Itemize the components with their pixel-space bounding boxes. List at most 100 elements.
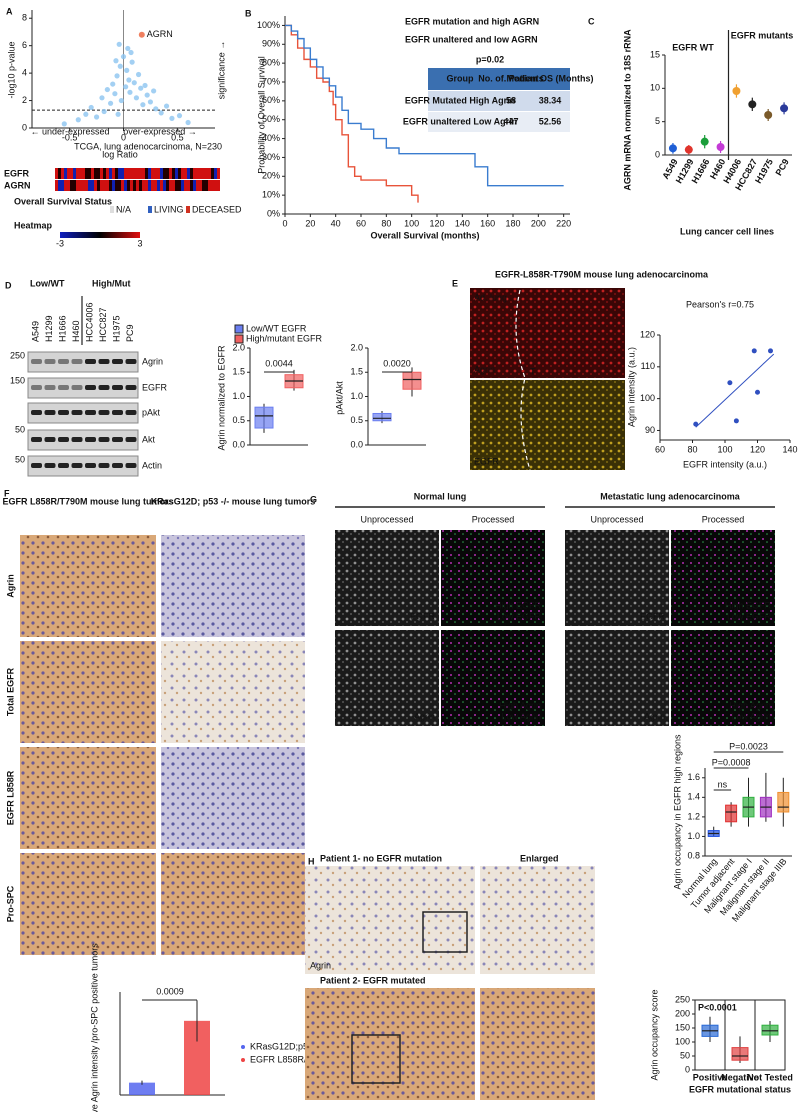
heatmap-image bbox=[184, 168, 187, 179]
y-tick-label: 8 bbox=[22, 13, 27, 23]
dot bbox=[780, 104, 789, 113]
heatmap-image bbox=[82, 168, 85, 179]
bar bbox=[129, 1082, 155, 1095]
heatmap-image bbox=[151, 168, 154, 179]
blot-band bbox=[71, 410, 83, 415]
point bbox=[755, 389, 760, 395]
blot-band bbox=[125, 463, 137, 468]
heatmap-image bbox=[61, 168, 64, 179]
plot-frame bbox=[694, 999, 786, 1071]
heatmap-image bbox=[217, 180, 220, 191]
y-tick-label: 1.0 bbox=[232, 391, 245, 401]
y-tick-label: 50 bbox=[680, 1050, 690, 1060]
blot-band bbox=[98, 437, 110, 442]
blot-band bbox=[44, 410, 56, 415]
heatmap-image bbox=[178, 180, 181, 191]
micrograph bbox=[335, 630, 439, 726]
point bbox=[158, 110, 164, 116]
micrograph bbox=[470, 380, 625, 470]
micrograph bbox=[565, 530, 669, 626]
point bbox=[176, 113, 183, 119]
image-label: EGFR bbox=[640, 611, 666, 621]
x-tick-label: 120 bbox=[750, 444, 765, 454]
label: TCGA, lung adenocarcinoma, N=230 bbox=[74, 141, 222, 151]
heatmap-image bbox=[142, 180, 145, 191]
heatmap-image bbox=[67, 168, 70, 179]
box bbox=[254, 406, 274, 429]
heatmap-image bbox=[139, 168, 142, 179]
heatmap-image bbox=[160, 168, 163, 179]
image-label: T bbox=[530, 366, 536, 376]
point bbox=[115, 111, 121, 117]
table-header: No. of. Patients bbox=[478, 73, 544, 83]
panel-letter: F bbox=[4, 488, 10, 498]
blot-band bbox=[71, 437, 83, 442]
blot-image bbox=[27, 351, 139, 373]
row-label: EGFR L858R bbox=[5, 770, 15, 825]
point bbox=[116, 41, 122, 47]
blot-band bbox=[112, 463, 123, 468]
panel-letter: B bbox=[245, 8, 252, 18]
table-cell: 58 bbox=[506, 95, 516, 105]
y-tick-label: 2 bbox=[22, 95, 27, 105]
micrograph bbox=[20, 535, 156, 637]
point bbox=[110, 81, 116, 87]
blot-band bbox=[125, 359, 137, 364]
x-tick-label: 60 bbox=[356, 218, 366, 228]
blot-band bbox=[44, 385, 56, 390]
dot bbox=[732, 87, 741, 95]
heatmap-image bbox=[97, 180, 100, 191]
y-tick-label: 110 bbox=[641, 361, 655, 371]
y-tick-label: 100% bbox=[257, 20, 280, 30]
blot-image bbox=[27, 429, 139, 451]
x-tick-label: 200 bbox=[531, 218, 546, 228]
label: Agrin normalized to EGFR bbox=[216, 345, 226, 451]
y-tick-label: 0.5 bbox=[232, 415, 245, 425]
blot-band bbox=[85, 437, 96, 442]
blot-band bbox=[125, 385, 137, 390]
label: Probability of Overall Survival bbox=[256, 56, 266, 174]
heatmap-image bbox=[166, 168, 169, 179]
heatmap-image bbox=[151, 180, 154, 191]
blot-image bbox=[27, 377, 139, 399]
lane-label: HCC4006 bbox=[84, 302, 94, 342]
image-label: High Agrin bbox=[499, 700, 541, 710]
point bbox=[107, 100, 114, 106]
heatmap-image bbox=[100, 168, 103, 179]
label: -log10 p-value bbox=[6, 41, 16, 98]
heatmap-image bbox=[76, 168, 79, 179]
y-tick-label: 10% bbox=[262, 190, 280, 200]
point bbox=[733, 418, 739, 424]
point bbox=[99, 95, 105, 101]
legend-label: Low/WT EGFR bbox=[246, 323, 307, 333]
blot-band bbox=[125, 437, 137, 442]
heatmap-image bbox=[121, 180, 124, 191]
table-header: Median OS (Months) bbox=[507, 73, 594, 83]
y-tick-label: 0.8 bbox=[687, 850, 700, 860]
point bbox=[93, 114, 100, 120]
heatmap-image bbox=[211, 180, 214, 191]
heatmap-image bbox=[82, 180, 85, 191]
heatmap-image bbox=[157, 180, 160, 191]
micrograph bbox=[20, 747, 156, 849]
heatmap-image bbox=[94, 180, 97, 191]
y-tick-label: 4 bbox=[22, 67, 27, 77]
heatmap-image bbox=[187, 168, 190, 179]
heatmap-image bbox=[100, 180, 103, 191]
p-value: 0.0020 bbox=[383, 358, 411, 368]
legend-dot bbox=[241, 1045, 245, 1049]
blot-band bbox=[85, 410, 96, 415]
trend-line bbox=[695, 353, 775, 428]
lane-label: PC9 bbox=[125, 324, 135, 342]
heatmap-image bbox=[199, 180, 202, 191]
micrograph bbox=[20, 641, 156, 743]
group-label: EGFR mutants bbox=[731, 30, 794, 40]
panel-letter: E bbox=[452, 278, 458, 288]
x-tick-label: 80 bbox=[381, 218, 391, 228]
blot-band bbox=[125, 410, 137, 415]
row-label: Agrin bbox=[5, 574, 15, 598]
group-label: Low/WT bbox=[30, 278, 65, 288]
panel-letter: H bbox=[308, 856, 315, 866]
heatmap-image bbox=[58, 168, 61, 179]
heatmap-image bbox=[94, 168, 97, 179]
